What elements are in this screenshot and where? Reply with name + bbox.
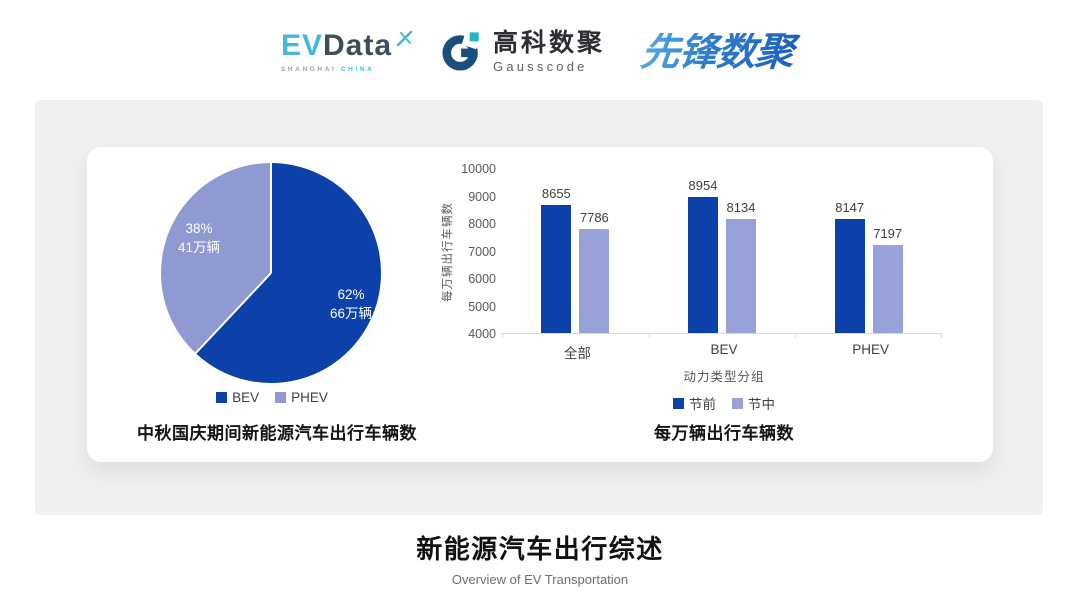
y-tick-label: 10000 (461, 162, 496, 176)
phev-percent: 38% (185, 221, 213, 237)
page-subtitle: Overview of EV Transportation (451, 572, 629, 587)
bar-group: 8147 7197 (795, 169, 942, 333)
y-axis-ticks: 10000 9000 8000 7000 6000 5000 4000 (457, 162, 502, 341)
bar-chart-plot-area: 每万辆出行车辆数 10000 9000 8000 7000 6000 5000 4000 8… (437, 162, 942, 341)
x-axis-tick (502, 333, 503, 338)
y-axis-label-wrap: 每万辆出行车辆数 (437, 169, 457, 334)
page-title: 新能源汽车出行综述 (416, 534, 664, 564)
bar-value-label: 8954 (688, 177, 718, 193)
pie-legend: BEV PHEV (87, 390, 457, 405)
bar-value-label: 7197 (873, 226, 903, 242)
bev-percent: 62% (337, 287, 365, 303)
bar-节前-BEV: 8954 (688, 178, 718, 333)
x-axis-labels: 全部 BEV PHEV (504, 342, 944, 362)
pie-chart: 38% 41万辆 62% 66万辆 BEV PHEV 中秋国庆期间新能源汽车出行车… (87, 147, 467, 462)
bar-节中-BEV: 8134 (726, 200, 756, 333)
legend-item: 节中 (732, 393, 775, 413)
bar-group: 8954 8134 (649, 169, 796, 333)
evdata-shanghai-text: SHANGHAI (280, 66, 337, 73)
legend-swatch-icon (732, 397, 743, 409)
gausscode-g-icon (442, 29, 484, 76)
y-tick-label: 6000 (468, 272, 496, 286)
bev-count: 66万辆 (329, 306, 373, 321)
bar-chart-title: 每万辆出行车辆数 (654, 424, 794, 443)
bar-节前-全部: 8655 (541, 186, 572, 333)
bar-legend: 节前 节中 (504, 393, 944, 413)
pie-slice-divider (270, 163, 272, 273)
y-tick-label: 4000 (468, 327, 496, 341)
evdata-wordmark: EVData (280, 29, 413, 62)
x-axis-tick (648, 333, 650, 338)
legend-item: BEV (216, 390, 259, 405)
evdata-data-text: Data (322, 29, 393, 62)
gausscode-cn-text: 高科数聚 (493, 29, 606, 58)
legend-swatch-icon (275, 392, 287, 403)
pie-chart-title: 中秋国庆期间新能源汽车出行车辆数 (137, 424, 417, 443)
gausscode-logo: 高科数聚 Gausscode (442, 29, 605, 76)
legend-label: PHEV (291, 390, 328, 405)
y-tick-label: 9000 (468, 189, 496, 204)
bar-value-label: 8134 (726, 200, 756, 216)
bar-value-label: 7786 (579, 209, 609, 225)
evdata-china-text: CHINA (340, 66, 375, 73)
bar-节前-PHEV: 8147 (834, 200, 865, 333)
plot: 8655 7786 8954 8134 8147 7197 (502, 169, 942, 338)
x-axis-tick (795, 333, 797, 338)
bar-value-label: 8655 (541, 186, 571, 201)
y-axis-label: 每万辆出行车辆数 (442, 201, 454, 302)
y-tick-label: 8000 (468, 217, 496, 231)
x-category-label: 全部 (563, 346, 591, 361)
gausscode-en-text: Gausscode (493, 58, 588, 74)
pie-slice-divider (194, 272, 272, 354)
x-axis-title: 动力类型分组 (683, 370, 765, 384)
pie-label-phev: 38% 41万辆 (178, 220, 220, 258)
bar-value-label: 8147 (835, 199, 865, 215)
sparkle-x-icon (396, 23, 414, 53)
charts-card: 38% 41万辆 62% 66万辆 BEV PHEV 中秋国庆期间新能源汽车出行车… (87, 147, 993, 462)
legend-label: BEV (232, 390, 260, 405)
legend-swatch-icon (216, 392, 228, 403)
x-category-label: BEV (710, 342, 738, 357)
footer: 新能源汽车出行综述 Overview of EV Transportation (0, 529, 1080, 587)
bar-chart: 每万辆出行车辆数 10000 9000 8000 7000 6000 5000 4000 8… (437, 147, 982, 462)
evdata-logo: EVData SHANGHAI CHINA (280, 29, 413, 73)
legend-item: PHEV (275, 390, 328, 405)
evdata-subtitle: SHANGHAI CHINA (281, 66, 412, 73)
bar-group: 8655 7786 (502, 169, 649, 333)
bar-节中-PHEV: 7197 (872, 226, 903, 333)
phev-count: 41万辆 (177, 240, 221, 255)
pioneer-logo: 先锋数聚 (633, 31, 801, 74)
bar-节中-全部: 7786 (579, 210, 610, 333)
logo-bar: EVData SHANGHAI CHINA 高科数聚 Gausscod (0, 20, 1080, 84)
pie-label-bev: 62% 66万辆 (330, 286, 372, 324)
legend-label: 节前 (689, 397, 716, 412)
y-tick-label: 5000 (468, 299, 496, 314)
legend-swatch-icon (673, 397, 684, 409)
y-tick-label: 7000 (468, 244, 496, 259)
gausscode-text: 高科数聚 Gausscode (493, 30, 605, 74)
x-category-label: PHEV (852, 342, 890, 357)
x-axis-tick (941, 333, 942, 338)
legend-item: 节前 (673, 393, 716, 413)
legend-label: 节中 (748, 397, 775, 412)
pie-circle: 38% 41万辆 62% 66万辆 (161, 163, 381, 383)
evdata-ev-text: EV (280, 29, 323, 62)
content-panel: 38% 41万辆 62% 66万辆 BEV PHEV 中秋国庆期间新能源汽车出行车… (35, 100, 1043, 515)
